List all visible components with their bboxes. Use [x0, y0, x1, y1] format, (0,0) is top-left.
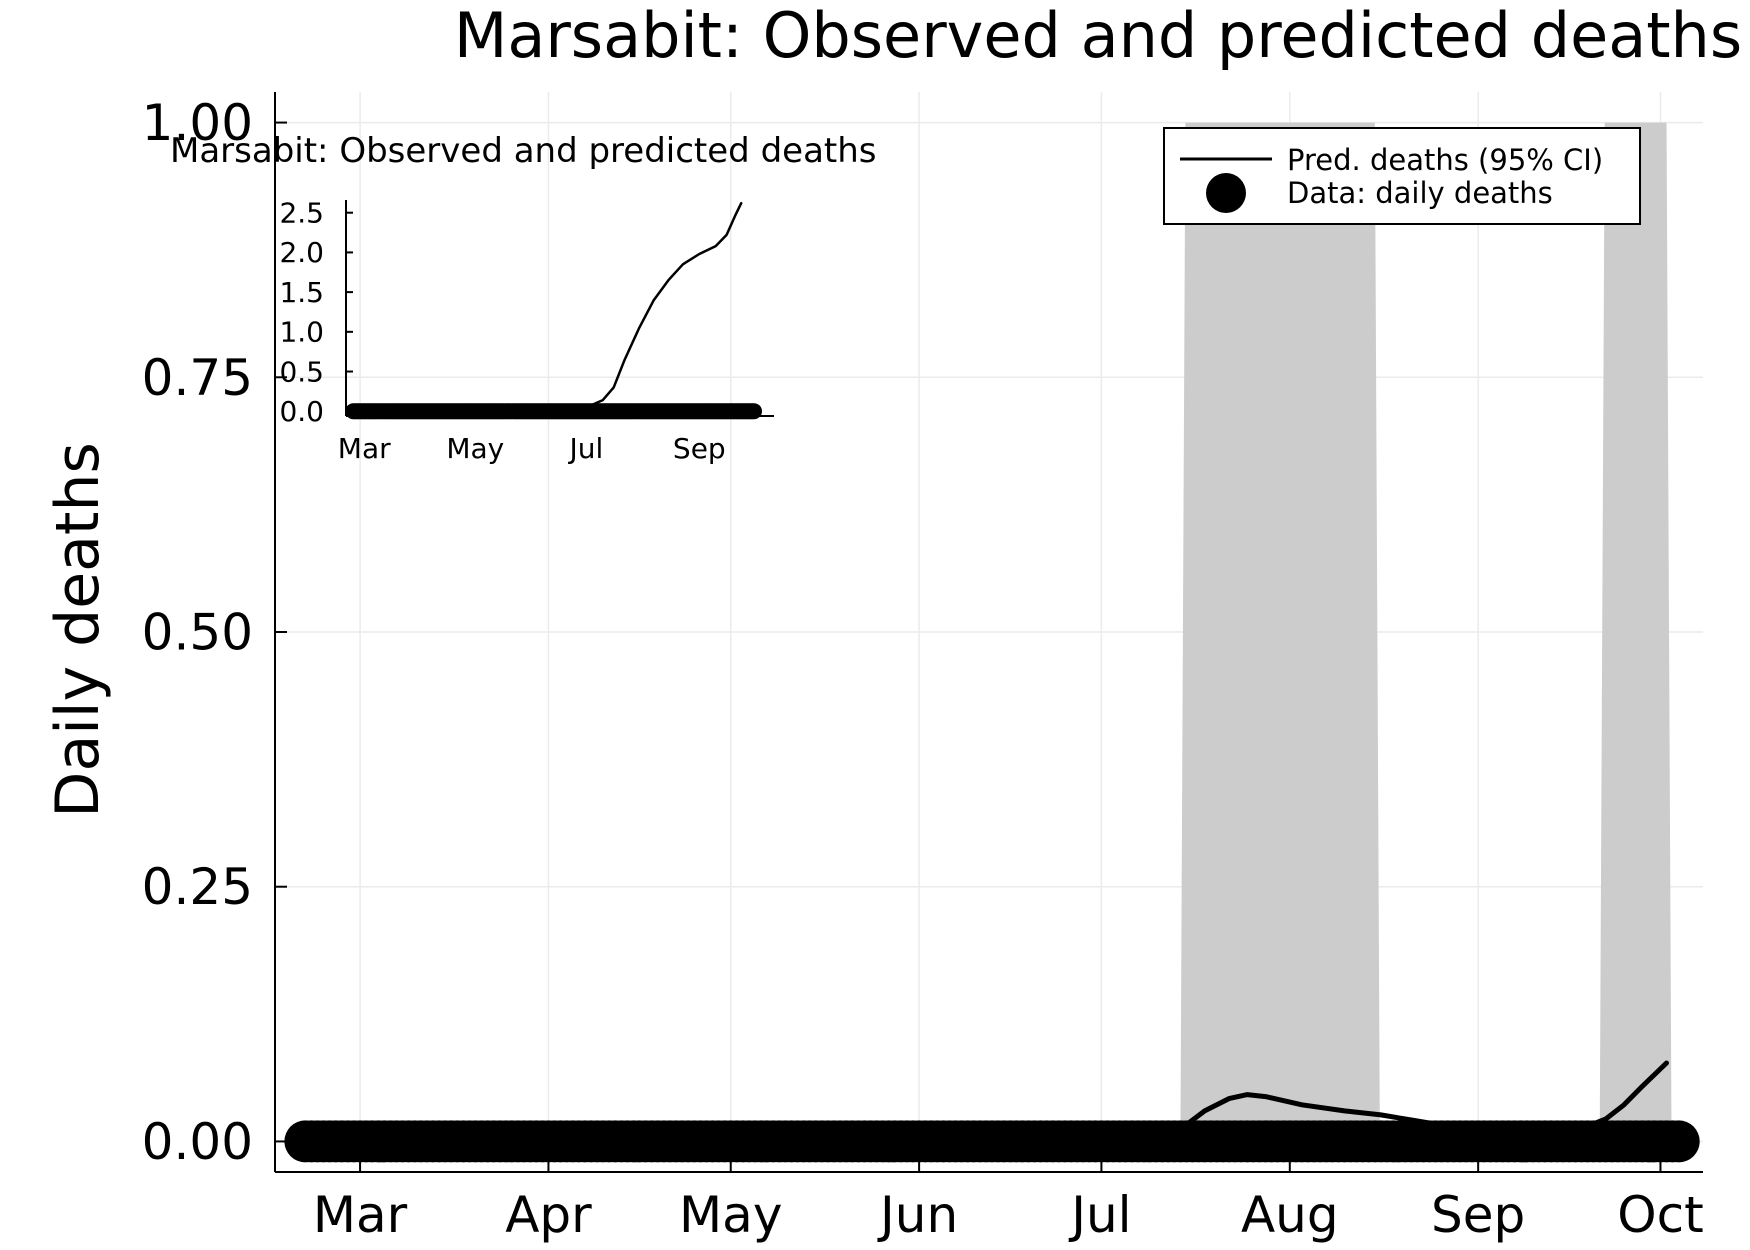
y-tick-label-2: 0.50 [142, 604, 253, 662]
y-tick-label-4: 1.00 [142, 94, 253, 152]
y-tick-label-2: 1.0 [279, 316, 324, 349]
y-tick-label-1: 0.5 [279, 355, 324, 388]
chart-title: Marsabit: Observed and predicted deaths [454, 0, 1742, 72]
data-point-226 [1657, 1120, 1700, 1163]
y-tick-label-0: 0.0 [279, 395, 324, 428]
data-points-layer [284, 1120, 1700, 1163]
x-tick-label-2: Jul [568, 432, 604, 465]
x-tick-label-6: Sep [1431, 1186, 1525, 1244]
x-tick-label-7: Oct [1617, 1186, 1703, 1244]
legend: Pred. deaths (95% CI) Data: daily deaths [1163, 127, 1641, 225]
y-tick-label-0: 0.00 [142, 1113, 253, 1171]
legend-label-data: Data: daily deaths [1287, 176, 1553, 210]
legend-box [1163, 127, 1641, 225]
x-tick-label-0: Mar [313, 1186, 408, 1244]
inset-title: Marsabit: Observed and predicted deaths [170, 131, 877, 171]
y-tick-label-3: 1.5 [279, 276, 324, 309]
y-tick-label-4: 2.0 [279, 236, 324, 269]
y-tick-label-3: 0.75 [142, 349, 253, 407]
ci-band-0 [1180, 122, 1380, 1142]
ci-band-1 [1599, 122, 1672, 1142]
y-tick-label-5: 2.5 [279, 197, 324, 230]
inset-y-ticks: 0.0 0.5 1.0 1.5 2.0 2.5 [279, 197, 353, 428]
y-axis-label: Daily deaths [43, 442, 113, 817]
legend-label-pred: Pred. deaths (95% CI) [1287, 143, 1603, 177]
x-tick-label-3: Sep [673, 432, 726, 465]
x-tick-label-1: May [446, 432, 504, 465]
x-ticks: Mar Apr May Jun Jul Aug Sep Oct [313, 1160, 1704, 1244]
x-tick-label-5: Aug [1241, 1186, 1339, 1244]
x-tick-label-1: Apr [505, 1186, 592, 1244]
x-tick-label-2: May [679, 1186, 782, 1244]
inset-x-ticks: Mar May Jul Sep [338, 409, 726, 465]
main-chart: Marsabit: Observed and predicted deaths … [43, 0, 1742, 1244]
inset-data-points-layer [345, 403, 762, 420]
legend-circle-marker [1206, 173, 1246, 213]
inset-chart: Marsabit: Observed and predicted deaths … [170, 131, 877, 465]
x-tick-label-4: Jul [1068, 1186, 1131, 1244]
ci-bands [1180, 122, 1672, 1142]
x-tick-label-0: Mar [338, 432, 391, 465]
y-tick-label-1: 0.25 [142, 858, 253, 916]
y-ticks: 0.00 0.25 0.50 0.75 1.00 [142, 94, 287, 1171]
x-tick-label-3: Jun [877, 1186, 958, 1244]
data-point-220 [746, 403, 762, 420]
